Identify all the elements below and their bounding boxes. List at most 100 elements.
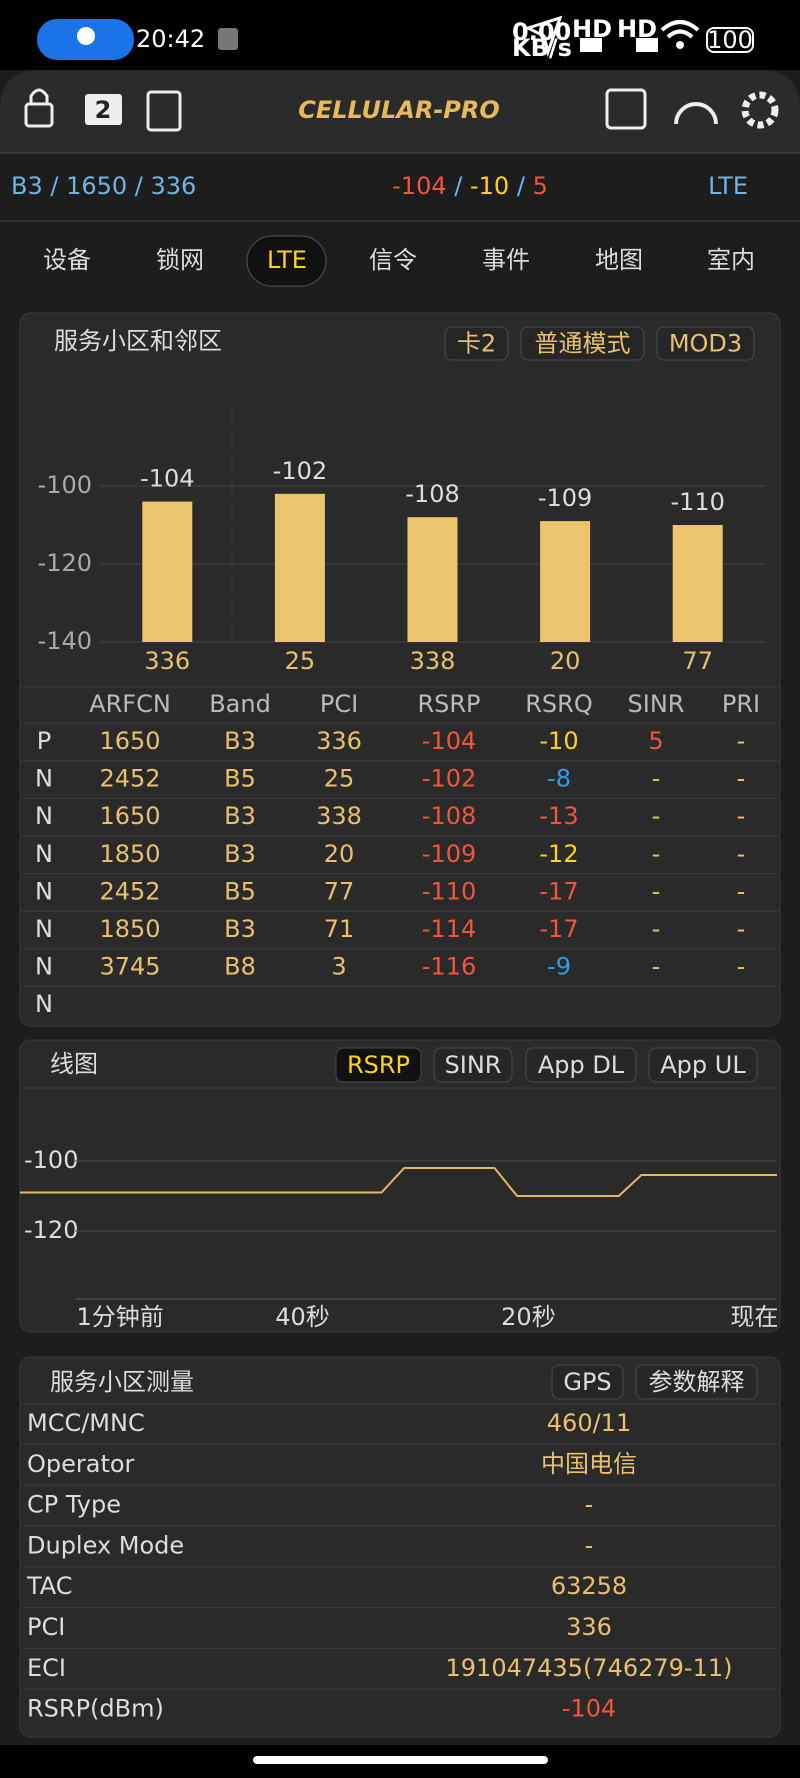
measure-value: -104	[562, 1695, 616, 1723]
tab[interactable]: 地图	[595, 246, 643, 274]
panel-button[interactable]	[635, 1364, 758, 1400]
table-cell: B3	[224, 915, 256, 943]
panel-button-label[interactable]: SINR	[445, 1051, 502, 1079]
table-cell: -108	[422, 802, 476, 830]
table-cell: P	[37, 727, 51, 755]
app-icon	[218, 28, 238, 50]
measure-key: TAC	[26, 1572, 73, 1600]
sim-badge[interactable]: 2	[95, 96, 112, 124]
table-cell: -17	[539, 915, 578, 943]
table-cell: N	[35, 915, 53, 943]
table-cell: N	[35, 953, 53, 981]
table-cell: N	[35, 802, 53, 830]
table-cell: 3745	[99, 953, 160, 981]
table-cell: -	[737, 915, 746, 943]
panel-button-label[interactable]: 卡2	[457, 330, 496, 358]
panel-button[interactable]	[433, 1047, 513, 1083]
measure-value: 460/11	[547, 1409, 631, 1437]
home-indicator	[253, 1756, 548, 1764]
tab[interactable]: LTE	[267, 246, 307, 274]
bar-label: -102	[273, 457, 327, 485]
table-cell: -8	[547, 765, 571, 793]
table-header: PCI	[320, 690, 358, 718]
app-header	[0, 70, 800, 153]
tab[interactable]: 信令	[369, 246, 417, 274]
table-cell: 336	[316, 727, 362, 755]
sinr: 5	[533, 172, 548, 200]
save-icon[interactable]	[605, 88, 647, 130]
table-cell: -	[652, 765, 661, 793]
x-tick-label: 338	[410, 647, 456, 675]
table-cell: 3	[331, 953, 346, 981]
panel-button[interactable]	[525, 1047, 637, 1083]
signal-icon	[636, 38, 658, 52]
panel-button[interactable]	[551, 1364, 624, 1400]
active-tab-pill	[246, 235, 327, 287]
y-tick-label: -120	[38, 549, 92, 577]
table-cell: N	[35, 840, 53, 868]
table-cell: 338	[316, 802, 362, 830]
y-tick-label: -100	[38, 471, 92, 499]
bar	[672, 525, 723, 642]
net-unit: KB/s	[512, 34, 572, 62]
neighbor-panel	[19, 312, 781, 1027]
bar	[540, 521, 591, 642]
line-series	[20, 1167, 777, 1197]
panel-button-label[interactable]: App DL	[538, 1051, 625, 1079]
table-cell: -	[737, 877, 746, 905]
measure-value: 中国电信	[541, 1450, 637, 1478]
table-header: Band	[209, 690, 271, 718]
table-cell: 5	[648, 727, 663, 755]
panel-button[interactable]	[335, 1047, 422, 1083]
table-header: RSRQ	[525, 690, 592, 718]
panel-button[interactable]	[444, 326, 509, 361]
panel-button-label[interactable]: MOD3	[669, 330, 742, 358]
signal-icon	[580, 38, 602, 52]
panel-button[interactable]	[520, 326, 645, 361]
table-cell: -102	[422, 765, 476, 793]
y-tick-label: -140	[38, 627, 92, 655]
table-cell: N	[35, 765, 53, 793]
gps-icon	[524, 15, 563, 58]
panel-button[interactable]	[656, 326, 755, 361]
measure-key: Duplex Mode	[27, 1531, 184, 1559]
rat: LTE	[708, 172, 748, 200]
rsrp: -104	[392, 172, 446, 200]
bar	[407, 517, 458, 642]
measurement-panel	[19, 1356, 781, 1738]
x-tick-label: 20	[550, 647, 581, 675]
table-header: SINR	[628, 690, 685, 718]
speed-icon[interactable]	[674, 102, 718, 125]
table-cell: B3	[224, 802, 256, 830]
tab[interactable]: 室内	[707, 246, 755, 274]
table-cell: -9	[547, 953, 571, 981]
x-tick-label: 336	[144, 647, 190, 675]
panel-button-label[interactable]: GPS	[563, 1368, 611, 1396]
table-cell: B5	[224, 765, 256, 793]
panel-button-label[interactable]: App UL	[660, 1051, 746, 1079]
panel-button-label[interactable]: 参数解释	[649, 1368, 745, 1396]
table-cell: -110	[422, 877, 476, 905]
table-cell: B3	[224, 840, 256, 868]
x-tick-label: 1分钟前	[76, 1303, 163, 1331]
sim-badge-bg[interactable]	[85, 94, 122, 125]
panel-button-label[interactable]: 普通模式	[535, 330, 631, 358]
table-cell: -	[737, 727, 746, 755]
panel-button[interactable]	[648, 1047, 758, 1083]
table-cell: -109	[422, 840, 476, 868]
panel-title: 线图	[50, 1050, 98, 1078]
tab[interactable]: 设备	[43, 246, 91, 274]
panel-button-label[interactable]: RSRP	[347, 1051, 410, 1079]
lock-button[interactable]	[24, 88, 54, 128]
tab[interactable]: 事件	[482, 246, 530, 274]
table-cell: 1850	[99, 840, 160, 868]
clipboard-icon[interactable]	[146, 90, 182, 132]
settings-icon[interactable]	[741, 91, 779, 129]
x-tick-label: 20秒	[501, 1303, 556, 1331]
lock-icon	[29, 88, 49, 104]
measure-value: 336	[566, 1613, 612, 1641]
bar	[142, 501, 193, 642]
table-cell: N	[35, 990, 53, 1018]
tab[interactable]: 锁网	[156, 246, 204, 274]
measure-value: 63258	[551, 1572, 627, 1600]
